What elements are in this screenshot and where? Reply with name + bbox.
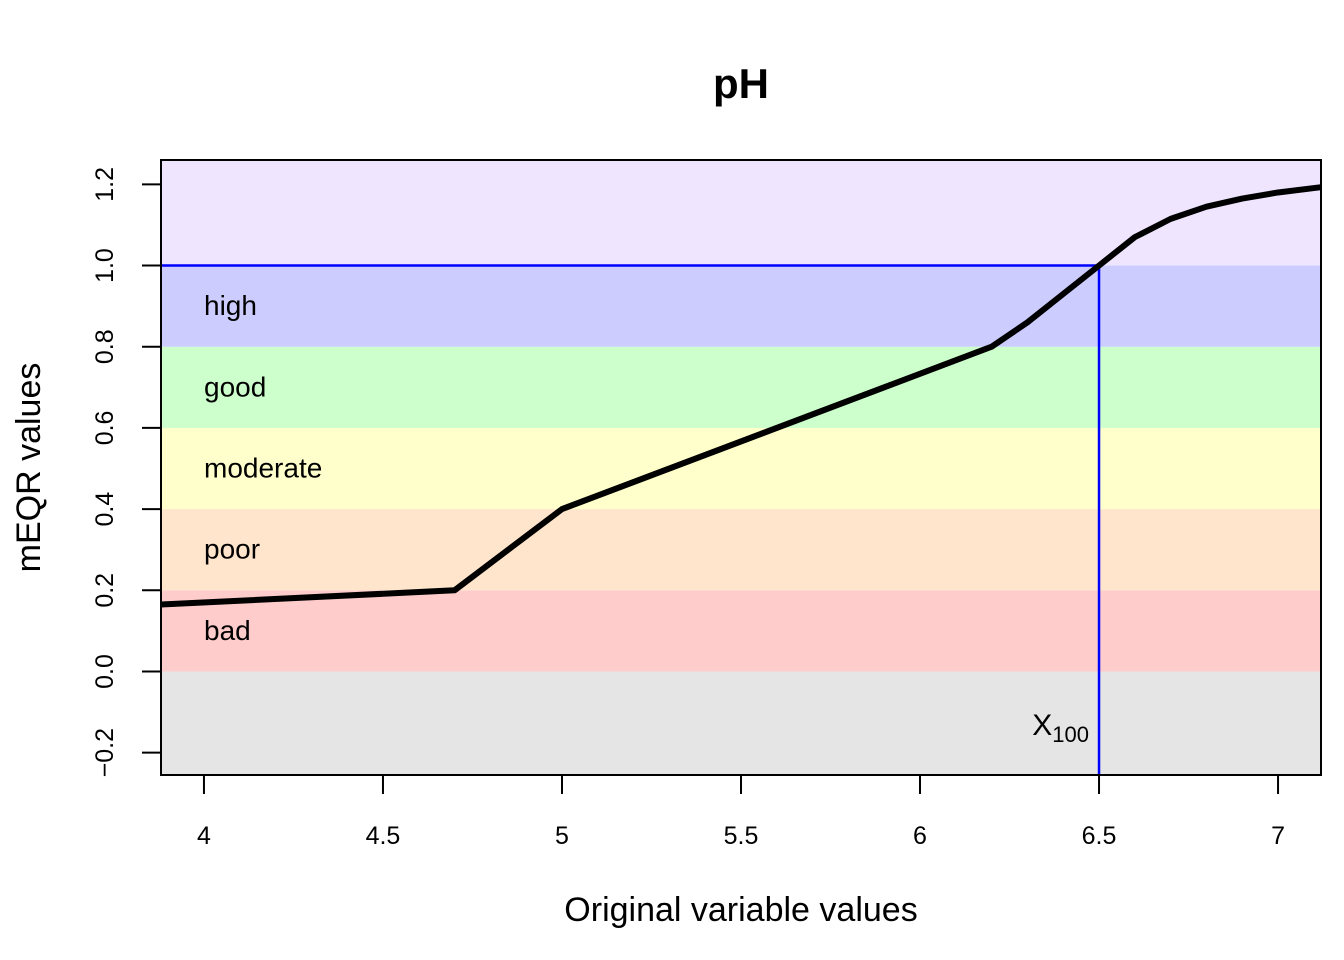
band-label-good: good (204, 371, 266, 402)
band-label-poor: poor (204, 534, 260, 565)
quality-bands (161, 160, 1321, 775)
x-tick-label: 6.5 (1082, 822, 1117, 850)
band-label-bad: bad (204, 615, 251, 646)
series-layer (160, 184, 1322, 608)
band-high (161, 265, 1321, 347)
band-labels: bad poor moderate good high (204, 290, 322, 646)
x-axis-title: Original variable values (564, 891, 917, 929)
y-tick-label: 0.0 (91, 654, 119, 689)
x-tick-label: 5.5 (724, 822, 759, 850)
y-axis-title: mEQR values (10, 363, 48, 573)
x-tick-label: 6 (913, 822, 927, 850)
band-good (161, 346, 1321, 428)
band-bad (161, 590, 1321, 672)
band-below-zero (161, 671, 1321, 775)
series-line-0 (160, 184, 1322, 608)
x100-label-sub: 100 (1052, 722, 1089, 747)
y-tick-label: −0.2 (91, 728, 119, 777)
y-axis: −0.2 0.0 0.2 0.4 0.6 0.8 1.0 1.2 (91, 167, 162, 777)
band-poor (161, 509, 1321, 591)
chart-title: pH (713, 60, 769, 107)
band-label-high: high (204, 290, 257, 321)
band-label-moderate: moderate (204, 453, 322, 484)
x100-reference-lines (161, 264, 1101, 775)
x-tick-label: 4.5 (366, 822, 401, 850)
x-tick-label: 7 (1271, 822, 1285, 850)
x-tick-label: 4 (197, 822, 211, 850)
x-axis: 4 4.5 5 5.5 6 6.5 7 (197, 774, 1285, 850)
y-tick-label: 1.0 (91, 248, 119, 283)
x100-label-main: X (1032, 709, 1052, 742)
y-tick-label: 0.4 (91, 492, 119, 527)
x100-label: X100 (1032, 709, 1089, 747)
y-tick-label: 0.8 (91, 329, 119, 364)
x-tick-label: 5 (555, 822, 569, 850)
band-above-one (161, 160, 1321, 266)
y-tick-label: 0.2 (91, 573, 119, 608)
y-tick-label: 0.6 (91, 411, 119, 446)
y-tick-label: 1.2 (91, 167, 119, 202)
